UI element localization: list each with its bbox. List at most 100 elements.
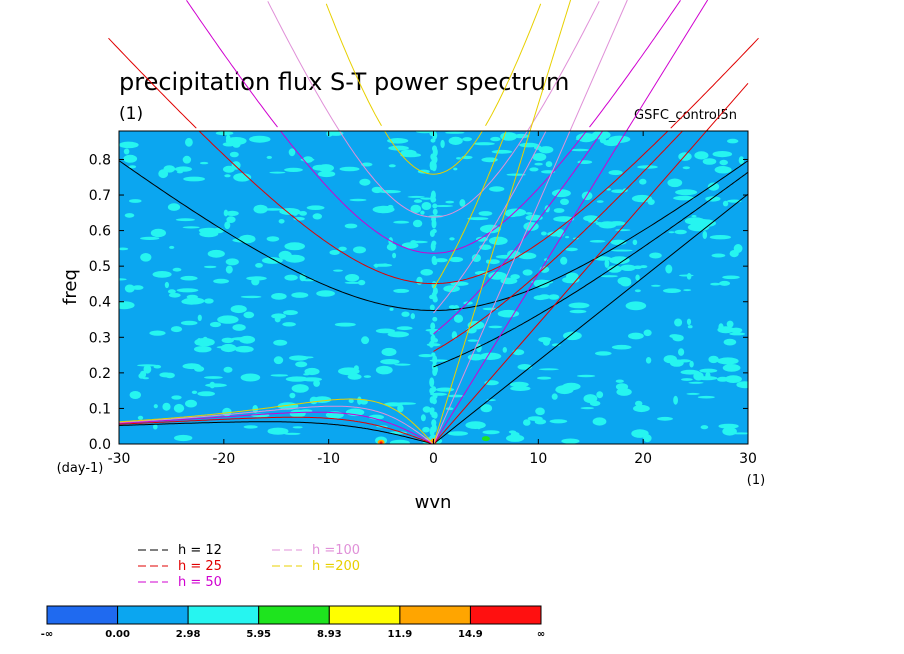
speckle [608, 170, 623, 176]
speckle [243, 425, 258, 429]
speckle [633, 404, 650, 413]
ig-curve-above [108, 37, 197, 129]
colorbar-segment [328, 605, 401, 625]
speckle [422, 426, 430, 433]
ig-curve-above [485, 3, 542, 127]
speckle [473, 142, 495, 146]
speckle [635, 400, 643, 407]
speckle [538, 337, 552, 343]
speckle [649, 252, 662, 259]
speckle [683, 289, 692, 292]
speckle [225, 265, 233, 274]
speckle [488, 236, 508, 245]
speckle [387, 331, 409, 338]
speckle [639, 178, 647, 185]
speckle [609, 256, 630, 265]
speckle [710, 282, 721, 286]
x-axis-ticks: -30 -20 -10 0 10 20 30 [108, 131, 757, 467]
speckle [140, 236, 160, 240]
speckle [239, 335, 256, 344]
speckle [360, 399, 368, 405]
speckle [316, 290, 335, 297]
speckle [137, 364, 158, 367]
speckle [565, 247, 578, 252]
colorbar-segment [187, 605, 260, 625]
speckle [673, 395, 678, 405]
speckle [129, 199, 142, 203]
y-tick-label: 0.7 [89, 188, 111, 204]
speckle [204, 376, 223, 379]
speckle [681, 378, 693, 381]
speckle [467, 217, 489, 221]
speckle [488, 325, 503, 329]
speckle [445, 200, 455, 204]
speckle [531, 279, 553, 285]
speckle [226, 216, 236, 224]
speckle-column [432, 203, 438, 209]
speckle [448, 431, 468, 436]
speckle [657, 416, 673, 421]
speckle [450, 281, 469, 286]
speckle [225, 258, 239, 266]
speckle [591, 131, 611, 140]
speckle [292, 426, 303, 429]
speckle [255, 263, 263, 268]
speckle [230, 305, 247, 314]
speckle [672, 334, 684, 342]
speckle [152, 271, 172, 278]
speckle [284, 242, 306, 251]
speckle [223, 209, 229, 217]
speckle [465, 421, 486, 429]
speckle-column [432, 145, 437, 152]
speckle [266, 155, 272, 159]
speckle [386, 243, 397, 251]
kelvin-line-above [569, 0, 628, 132]
speckle-column [429, 229, 435, 238]
speckle [435, 387, 455, 392]
speckle [545, 161, 553, 168]
speckle [143, 364, 152, 374]
ig-curve-above [670, 37, 759, 129]
speckle [551, 393, 558, 400]
speckle [502, 347, 507, 353]
y-tick-label: 0.5 [89, 259, 111, 275]
colorbar-label: 11.9 [388, 629, 413, 640]
speckle [705, 372, 711, 379]
speckle [433, 205, 454, 207]
speckle [678, 348, 685, 356]
speckle [525, 212, 533, 215]
speckle [347, 373, 362, 380]
speckle [682, 166, 690, 170]
speckle [313, 379, 320, 387]
x-tick-label: -10 [317, 451, 340, 467]
speckle [421, 202, 432, 210]
speckle [153, 404, 158, 409]
speckle [317, 170, 336, 178]
speckle [344, 223, 358, 229]
speckle [171, 395, 182, 400]
legend-label: h = 25 [178, 559, 222, 574]
x-axis-label: wvn [415, 492, 452, 513]
speckle [610, 249, 633, 252]
speckle [628, 332, 644, 340]
kelvin-line-above [706, 82, 749, 132]
speckle [303, 373, 310, 376]
speckle [169, 245, 175, 249]
kelvin-line [433, 131, 708, 444]
speckle [359, 178, 371, 186]
speckle [719, 280, 731, 286]
speckle [537, 376, 552, 380]
speckle [396, 326, 413, 331]
speckle [481, 157, 498, 163]
speckle [471, 254, 481, 262]
colorbar-label: 0.00 [105, 629, 130, 640]
speckle [163, 165, 176, 173]
speckle [709, 235, 732, 240]
speckle [375, 365, 393, 375]
rossby-curve [119, 416, 434, 444]
speckle [474, 271, 489, 275]
ig-curve-above [589, 0, 681, 128]
speckle [722, 427, 737, 436]
mrg-curve [433, 131, 547, 314]
